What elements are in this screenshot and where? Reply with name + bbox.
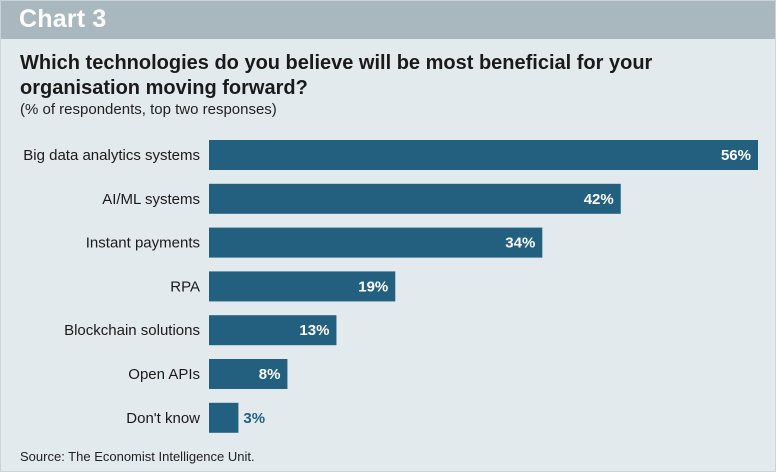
category-label: AI/ML systems [102, 191, 200, 208]
bar-3 [209, 271, 396, 302]
value-label: 8% [259, 366, 281, 383]
value-label: 13% [299, 322, 329, 339]
header-band [1, 1, 775, 39]
source-note: Source: The Economist Intelligence Unit. [20, 449, 255, 464]
bar-2 [209, 227, 543, 258]
category-label: Don't know [126, 410, 200, 427]
category-label: Open APIs [128, 366, 200, 383]
category-label: Instant payments [86, 235, 200, 252]
bar-4 [209, 315, 337, 346]
chart-title: Which technologies do you believe will b… [20, 52, 653, 99]
bar-1 [209, 183, 621, 214]
value-label: 42% [584, 191, 614, 208]
bar-5 [209, 359, 288, 389]
chart-subtitle: (% of respondents, top two responses) [20, 101, 277, 118]
category-label: Blockchain solutions [64, 322, 200, 339]
value-label: 19% [358, 278, 388, 295]
bar-6 [209, 402, 239, 433]
category-label: RPA [170, 278, 200, 295]
bar-0 [209, 140, 758, 170]
value-label: 56% [721, 147, 751, 164]
value-label: 3% [243, 410, 265, 427]
value-label: 34% [505, 235, 535, 252]
category-label: Big data analytics systems [23, 147, 200, 164]
chart-number-label: Chart 3 [19, 5, 107, 33]
